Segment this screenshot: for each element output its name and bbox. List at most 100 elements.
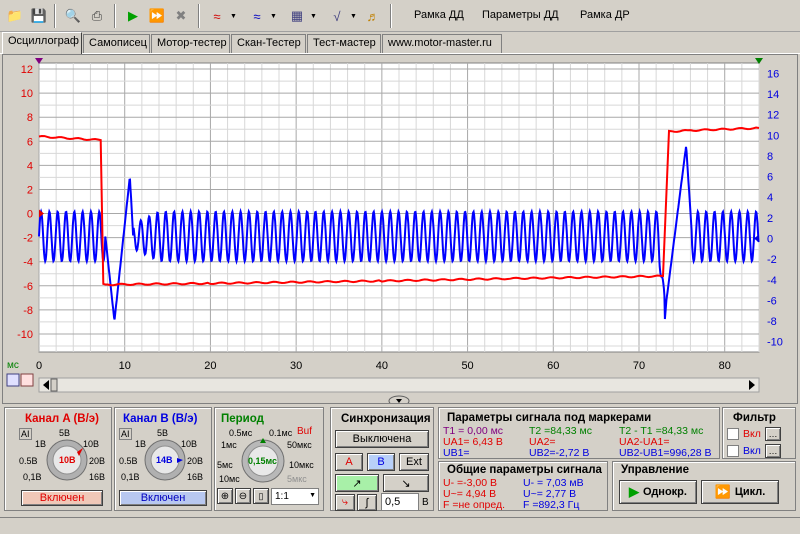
sync-ext-button[interactable]: Ext <box>399 453 429 471</box>
x-unit-label: мс <box>7 360 19 371</box>
print-preview-icon[interactable]: 🔍 <box>64 8 82 23</box>
chevron-down-icon[interactable]: ▼ <box>230 13 237 20</box>
calculator-icon[interactable]: ▦ <box>290 8 304 23</box>
menu-params-dd[interactable]: Параметры ДД <box>482 9 559 21</box>
tab-motor-tester[interactable]: Мотор-тестер <box>151 34 230 53</box>
right-tick-label: 10 <box>767 130 779 142</box>
filter-group: Фильтр Вкл … Вкл … <box>722 407 796 459</box>
scale-label: 0.5В <box>119 456 138 466</box>
sound-icon[interactable]: ♬ <box>366 8 380 24</box>
marker-t1-handle <box>35 58 43 64</box>
single-run-label: Однокр. <box>643 486 687 498</box>
sync-channel-b-button[interactable]: B <box>367 453 395 471</box>
chevron-down-icon[interactable]: ▼ <box>309 492 316 499</box>
open-folder-icon[interactable]: 📁 <box>6 8 24 23</box>
period-group: Период Buf 0.5мс 0.1мс 1мс 50мкс 5мс 10м… <box>214 407 324 511</box>
channel-a-view-toggle <box>20 373 34 387</box>
sync-group: Синхронизация Выключена A B Ext ↗ ↘ ⤷ ∫ … <box>330 407 434 511</box>
channel-a-enable-button[interactable]: Включен <box>21 490 103 506</box>
tab-recorder[interactable]: Самописец <box>83 34 150 53</box>
filter-b-settings-button[interactable]: … <box>765 444 781 458</box>
tab-website[interactable]: www.motor-master.ru <box>382 34 502 53</box>
scale-label: 16В <box>89 472 106 482</box>
period-knob[interactable] <box>239 438 287 484</box>
sync-state-button[interactable]: Выключена <box>335 430 429 448</box>
left-tick-label: 10 <box>21 88 33 100</box>
scale-label: 10мкс <box>289 460 314 470</box>
chevron-down-icon <box>396 399 402 403</box>
tab-scan-tester[interactable]: Скан-Тестер <box>231 34 306 53</box>
scale-label: 50мкс <box>287 440 312 450</box>
right-tick-label: 2 <box>767 213 773 225</box>
scale-label: 0.1мс <box>269 428 293 438</box>
right-tick-label: 16 <box>767 68 779 80</box>
channel-b-enable-button[interactable]: Включен <box>119 490 207 506</box>
sync-slope-icon[interactable]: ∫ <box>357 494 377 511</box>
zoom-select[interactable]: 1:1 ▼ <box>271 488 319 505</box>
general-b-freq: F =892,3 Гц <box>523 499 580 511</box>
channel-b-group: Канал B (В/э) AI 5В 1В 10В 0.5В 20В 0,1В… <box>114 407 212 511</box>
general-b-ac: U~= 2,77 В <box>523 488 577 500</box>
scale-label: 5В <box>157 428 169 438</box>
chevron-down-icon[interactable]: ▼ <box>270 13 277 20</box>
sync-mode-icon[interactable]: ⤷ <box>335 494 355 511</box>
math-function-icon[interactable]: √ <box>333 8 341 24</box>
rising-edge-icon[interactable]: ↗ <box>335 474 379 492</box>
period-knob-value: 0,15мс <box>248 456 278 466</box>
auto-toggle[interactable]: AI <box>119 428 132 440</box>
chevron-down-icon[interactable]: ▼ <box>310 13 317 20</box>
channel-b-title: Канал B (В/э) <box>123 413 198 425</box>
channel-a-title: Канал A (В/э) <box>25 413 99 425</box>
menu-frame-dd[interactable]: Рамка ДД <box>414 9 464 21</box>
menu-frame-dr[interactable]: Рамка ДР <box>580 9 630 21</box>
left-tick-label: 8 <box>27 112 33 124</box>
falling-edge-icon[interactable]: ↘ <box>383 474 429 492</box>
marker-t2-handle <box>755 58 763 64</box>
right-tick-label: 6 <box>767 172 773 184</box>
buffer-label[interactable]: Buf <box>297 426 313 437</box>
channel-b-knob[interactable] <box>143 438 187 482</box>
sync-level-input[interactable]: 0,5 <box>381 493 419 511</box>
sync-channel-a-button[interactable]: A <box>335 453 363 471</box>
zoom-out-icon[interactable]: ⊖ <box>235 488 251 504</box>
marker-ub1: UB1= <box>443 447 470 459</box>
auto-toggle[interactable]: AI <box>19 428 32 440</box>
page-icon[interactable]: ▯ <box>253 488 269 504</box>
right-tick-label: -8 <box>767 316 777 328</box>
print-icon[interactable]: ⎙ <box>91 8 103 23</box>
sync-level-unit: В <box>422 497 429 508</box>
marker-t2: T2 =84,33 мс <box>529 425 592 437</box>
chart-grid <box>38 62 760 353</box>
filter-b-checkbox[interactable] <box>727 445 739 457</box>
general-a-freq: F =не опред. <box>443 499 506 511</box>
single-run-button[interactable]: ▶ Однокр. <box>619 480 697 504</box>
left-tick-label: 0 <box>27 209 33 221</box>
filter-a-settings-button[interactable]: … <box>765 427 781 441</box>
play-cycle-icon: ⏩ <box>714 484 731 499</box>
tab-test-master[interactable]: Тест-мастер <box>307 34 381 53</box>
channel-b-view-toggle <box>6 373 20 387</box>
zoom-in-icon[interactable]: ⊕ <box>217 488 233 504</box>
marker-params-group: Параметры сигнала под маркерами T1 = 0,0… <box>438 407 720 459</box>
x-tick-label: 80 <box>719 360 731 372</box>
marker-ua1: UA1= 6,43 В <box>443 436 503 448</box>
tab-oscilloscope[interactable]: Осциллограф <box>2 32 82 54</box>
left-tick-label: 2 <box>27 184 33 196</box>
toolbar: 📁 💾 🔍 ⎙ ▶ ⏩ ✖ ≈ ▼ ≈ ▼ ▦ ▼ √ ▼ ♬ Рамка ДД… <box>0 0 800 32</box>
cycle-run-button[interactable]: ⏩ Цикл. <box>701 480 779 504</box>
play-icon[interactable]: ▶ <box>128 8 138 23</box>
stop-icon[interactable]: ✖ <box>175 8 187 23</box>
signal-b-icon[interactable]: ≈ <box>253 8 261 24</box>
scale-label: 0,1В <box>23 472 42 482</box>
chevron-down-icon[interactable]: ▼ <box>350 13 357 20</box>
scale-label: 10В <box>83 439 100 449</box>
scale-label: 0.5мс <box>229 428 253 438</box>
channel-a-knob[interactable] <box>45 438 89 482</box>
channel-b-knob-value: 14В <box>156 455 173 465</box>
toolbar-separator <box>198 4 200 28</box>
play-cycle-icon[interactable]: ⏩ <box>148 8 166 23</box>
filter-a-checkbox[interactable] <box>727 428 739 440</box>
signal-a-icon[interactable]: ≈ <box>213 8 221 24</box>
save-icon[interactable]: 💾 <box>30 8 48 23</box>
